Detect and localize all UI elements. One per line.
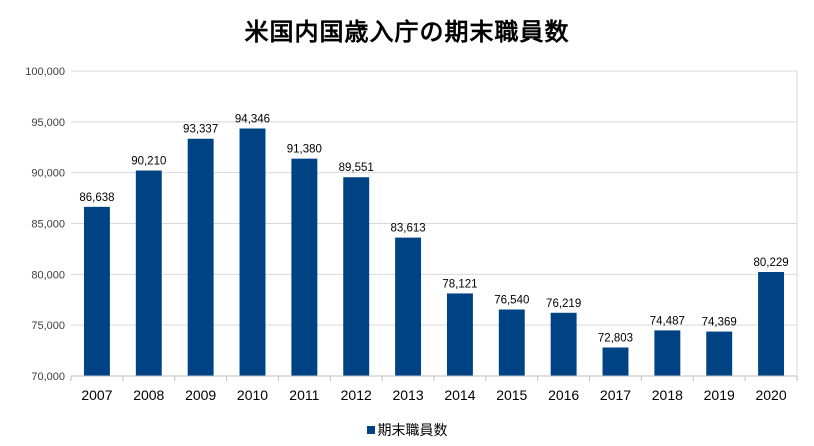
data-label: 89,551 [339, 162, 374, 174]
data-label: 72,803 [598, 333, 633, 345]
x-tick-label: 2008 [133, 387, 164, 403]
bars [83, 128, 785, 376]
y-tick-label: 80,000 [31, 269, 65, 281]
bar [654, 330, 681, 376]
gridlines [71, 70, 798, 377]
legend-label: 期末職員数 [377, 423, 448, 439]
x-tick-label: 2016 [548, 387, 579, 403]
x-tick-label: 2015 [496, 387, 527, 403]
x-tick-label: 2011 [289, 387, 319, 403]
bar [758, 272, 785, 376]
y-tick-label: 100,000 [25, 66, 65, 78]
y-tick-label: 85,000 [31, 219, 65, 231]
x-tick-label: 2017 [600, 387, 631, 403]
x-tick-label: 2013 [392, 387, 423, 403]
bar [187, 138, 214, 376]
bar [135, 170, 162, 376]
data-labels: 86,638 90,210 93,337 94,346 91,380 89,551 83,6… [79, 113, 788, 344]
data-label: 83,613 [390, 223, 425, 235]
bar [83, 206, 110, 376]
chart-title: 米国内国歳入庁の期末職員数 [244, 18, 570, 46]
x-tick-label: 2018 [652, 387, 683, 403]
x-tick-label: 2014 [444, 387, 475, 403]
bar [602, 347, 629, 376]
data-label: 78,121 [442, 278, 477, 290]
data-label: 86,638 [79, 192, 114, 204]
bar [706, 331, 733, 376]
bar [498, 309, 525, 376]
y-tick-label: 95,000 [31, 117, 65, 129]
data-label: 74,487 [650, 315, 685, 327]
y-tick-label: 70,000 [31, 371, 65, 383]
legend-swatch [366, 426, 375, 434]
y-tick-label: 90,000 [31, 168, 65, 180]
y-tick-label: 75,000 [31, 320, 65, 332]
bar [395, 237, 422, 376]
bar [239, 128, 266, 376]
x-tick-label: 2012 [341, 387, 372, 403]
x-tick-label: 2019 [704, 387, 735, 403]
axes: 70,000 75,000 80,000 85,000 90,000 95,000 100,… [25, 66, 798, 403]
data-label: 94,346 [235, 113, 270, 125]
bar [343, 177, 370, 376]
data-label: 91,380 [287, 144, 322, 156]
bar [291, 158, 318, 376]
data-label: 76,219 [546, 298, 581, 310]
x-tick-label: 2007 [81, 387, 112, 403]
data-label: 74,369 [702, 317, 737, 329]
data-label: 93,337 [183, 124, 218, 136]
data-label: 76,540 [494, 295, 529, 307]
x-tick-label: 2020 [755, 387, 786, 403]
x-tick-label: 2009 [185, 387, 216, 403]
bar [550, 312, 577, 376]
x-tick-label: 2010 [237, 387, 268, 403]
data-label: 90,210 [131, 156, 166, 168]
data-label: 80,229 [753, 257, 788, 269]
bar [446, 293, 473, 376]
legend: 期末職員数 [0, 420, 814, 440]
